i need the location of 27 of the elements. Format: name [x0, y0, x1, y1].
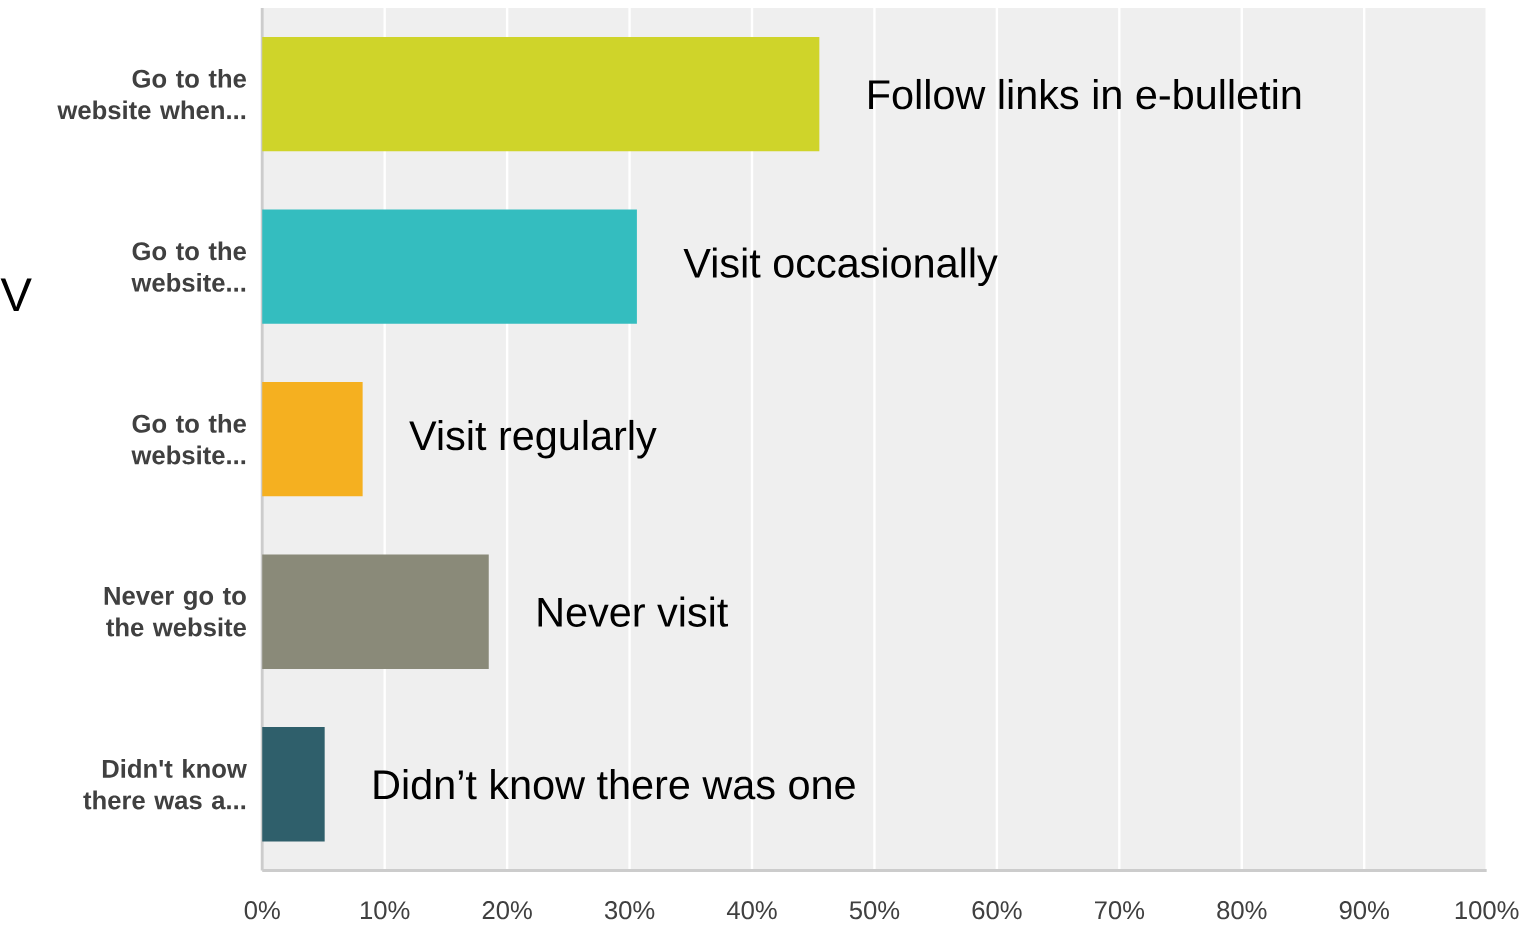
x-tick-label: 50% — [849, 901, 900, 920]
x-tick-label: 60% — [972, 901, 1022, 920]
y-tick-label: Never go to the website — [104, 587, 246, 637]
bar — [262, 382, 363, 497]
y-tick-label: Go to the website... — [131, 414, 246, 465]
bar — [262, 554, 489, 670]
x-tick-label: 30% — [604, 901, 655, 920]
x-tick-label: 80% — [1217, 901, 1267, 920]
x-tick-label: 40% — [726, 901, 777, 920]
x-tick-label: 20% — [482, 901, 532, 920]
x-tick-label: 90% — [1339, 901, 1389, 920]
annotation: Visit occasionally — [683, 247, 998, 287]
bar — [262, 727, 325, 842]
x-tick-label: 0% — [244, 901, 280, 920]
annotation: Didn’t know there was one — [374, 769, 855, 800]
y-tick-label: Didn't know there was a... — [83, 759, 247, 810]
annotation: Visit regularly — [409, 420, 657, 459]
x-tick-label: 100% — [1455, 901, 1519, 920]
annotation: Never visit — [538, 596, 729, 628]
bar — [262, 37, 820, 152]
bar — [262, 209, 637, 325]
y-tick-label: Go to the website... — [131, 241, 246, 293]
annotation: Follow links in e-bulletin — [869, 79, 1301, 110]
text: V — [0, 278, 32, 312]
y-tick-label: Go to the website when... — [57, 69, 246, 120]
x-tick-label: 10% — [360, 901, 410, 920]
x-tick-label: 70% — [1095, 901, 1145, 920]
